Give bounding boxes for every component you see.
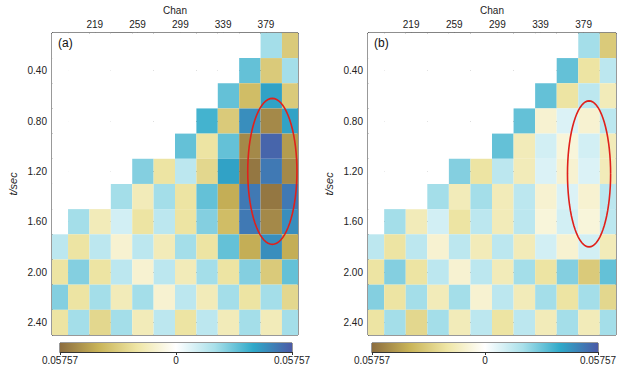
svg-text:0.05757: 0.05757 [274, 355, 311, 366]
svg-text:219: 219 [86, 19, 103, 30]
svg-text:Chan: Chan [163, 5, 187, 16]
svg-text:0.05757: 0.05757 [42, 355, 79, 366]
svg-text:1.20: 1.20 [344, 166, 364, 177]
svg-text:0.05757: 0.05757 [354, 355, 391, 366]
svg-text:(b): (b) [374, 36, 389, 50]
svg-text:2.00: 2.00 [28, 267, 48, 278]
svg-text:259: 259 [446, 19, 463, 30]
svg-text:339: 339 [532, 19, 549, 30]
svg-text:0: 0 [482, 355, 488, 366]
svg-text:1.60: 1.60 [28, 216, 48, 227]
svg-text:2.00: 2.00 [344, 267, 364, 278]
svg-text:299: 299 [489, 19, 506, 30]
svg-text:379: 379 [258, 19, 275, 30]
svg-text:339: 339 [215, 19, 232, 30]
svg-text:1.60: 1.60 [344, 216, 364, 227]
svg-text:299: 299 [172, 19, 189, 30]
svg-text:259: 259 [129, 19, 146, 30]
svg-text:0: 0 [173, 355, 179, 366]
svg-text:379: 379 [575, 19, 592, 30]
svg-text:(a): (a) [58, 36, 73, 50]
svg-text:0.40: 0.40 [344, 65, 364, 76]
svg-text:0.40: 0.40 [28, 65, 48, 76]
svg-text:0.80: 0.80 [344, 116, 364, 127]
svg-text:0.80: 0.80 [28, 116, 48, 127]
svg-text:Chan: Chan [480, 5, 504, 16]
svg-text:219: 219 [403, 19, 420, 30]
svg-text:t/sec: t/sec [323, 172, 335, 196]
svg-text:2.40: 2.40 [344, 317, 364, 328]
svg-text:2.40: 2.40 [28, 317, 48, 328]
svg-text:t/sec: t/sec [7, 172, 19, 196]
svg-text:0.05757: 0.05757 [580, 355, 617, 366]
svg-text:1.20: 1.20 [28, 166, 48, 177]
